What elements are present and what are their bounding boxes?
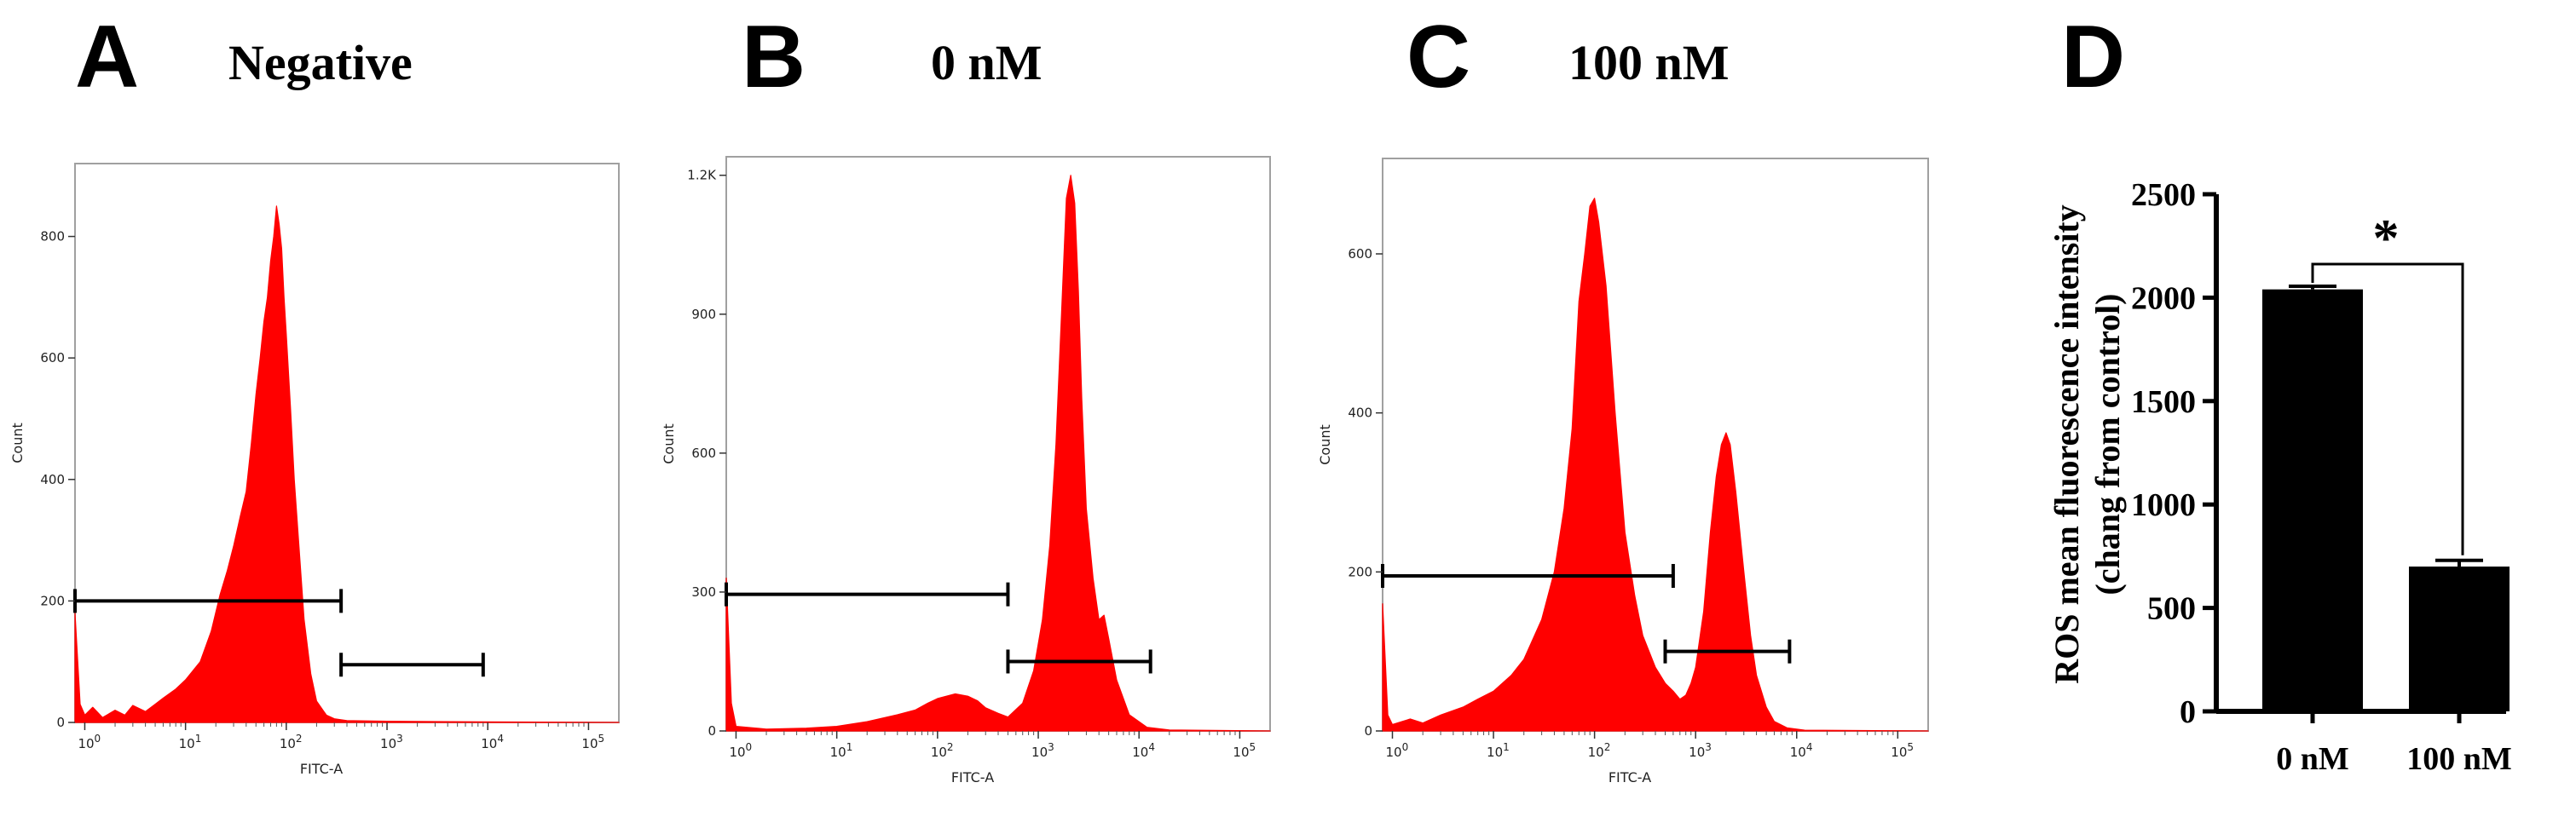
panel-b-plot-frame (725, 156, 1271, 732)
panel-c-plot-frame (1382, 158, 1929, 732)
bar-ytick-label-1: 500 (2147, 591, 2196, 627)
bar-ylabel-line-1: ROS mean fluorescence intensity (2048, 204, 2086, 684)
panel-c-title: 100 nM (1568, 35, 1730, 90)
panel-b-xtick-label-2: 102 (931, 741, 954, 760)
panel-a-ytick-label-4: 800 (40, 229, 65, 245)
panel-b-histogram-area (725, 175, 1271, 732)
panel-c-ytick-label-0: 0 (1364, 723, 1372, 739)
panel-a-gate-2 (339, 653, 485, 677)
panel-a-title: Negative (228, 35, 413, 90)
panel-b-ytick-label-3: 900 (691, 307, 716, 322)
panel-c-ylabel: Count (1317, 424, 1333, 465)
panel-a-plot-frame (74, 163, 620, 723)
panel-a-letter: A (75, 8, 139, 106)
panel-a-xtick-label-0: 100 (78, 733, 101, 751)
panel-a-ytick-label-0: 0 (56, 715, 65, 730)
bar-2 (2409, 567, 2510, 711)
panel-a-ylabel: Count (9, 423, 26, 463)
panel-c-histogram-area (1382, 198, 1929, 732)
panel-c-xtick-label-0: 100 (1385, 741, 1408, 760)
panel-b-ylabel: Count (661, 423, 677, 464)
panel-c-letter: C (1406, 8, 1470, 106)
panel-b-ytick-label-4: 1.2K (687, 168, 717, 183)
panel-c-xtick-label-4: 104 (1790, 741, 1813, 760)
bar-significance-marker: * (2373, 210, 2400, 268)
panel-a-ytick-label-3: 600 (40, 350, 65, 365)
panel-b-xtick-label-5: 105 (1233, 741, 1256, 760)
panel-c-xtick-label-5: 105 (1891, 741, 1914, 760)
panel-b-xtick-label-4: 104 (1132, 741, 1155, 760)
panel-a-ytick-label-2: 400 (40, 472, 65, 487)
panel-a-histogram-area (74, 205, 620, 723)
bar-ytick-label-5: 2500 (2131, 177, 2196, 213)
panel-a-histogram-chart: 0 200 400 600 800 100 101 102 103 104 105 FITC-A Cou… (9, 163, 620, 777)
panel-c-xtick-label-1: 101 (1487, 741, 1510, 760)
panel-c-ytick-label-1: 200 (1348, 564, 1372, 579)
panel-a-ytick-label-1: 200 (40, 593, 65, 608)
panel-b-ytick-label-1: 300 (691, 584, 716, 600)
panel-d-bar-chart: 0 500 1000 1500 2000 2500 0 nM 100 nM * ROS mean … (2048, 177, 2512, 777)
panel-c-xlabel: FITC-A (1609, 769, 1651, 785)
bar-ytick-label-3: 1500 (2131, 384, 2196, 420)
bar-significance-bracket (2311, 262, 2464, 555)
panel-a-xtick-label-4: 104 (481, 733, 504, 751)
panel-b-letter: B (742, 8, 806, 106)
panel-c-ytick-label-2: 400 (1348, 406, 1372, 421)
panel-b-xtick-label-1: 101 (830, 741, 853, 760)
panel-a-xtick-label-1: 101 (179, 733, 202, 751)
panel-b-title: 0 nM (931, 35, 1043, 90)
panel-a-xtick-label-2: 102 (280, 733, 303, 751)
panel-b-xlabel: FITC-A (951, 769, 994, 785)
bar-ytick-label-2: 1000 (2131, 487, 2196, 523)
panel-a-xlabel: FITC-A (300, 761, 343, 777)
panel-b-xtick-label-0: 100 (729, 741, 752, 760)
panel-c-xtick-label-2: 102 (1588, 741, 1611, 760)
bar-ylabel: ROS mean fluorescence intensity(chang fr… (2048, 204, 2127, 684)
panel-b-gate-1 (725, 582, 1010, 607)
panel-a-xtick-label-5: 105 (581, 733, 604, 751)
panel-b-ytick-label-0: 0 (708, 723, 716, 739)
bar-1 (2262, 289, 2363, 711)
panel-c-xtick-label-3: 103 (1689, 741, 1712, 760)
bar-xtick-label-1: 100 nM (2406, 741, 2512, 777)
bar-ylabel-line-2: (chang from control) (2088, 293, 2127, 595)
panel-d-letter: D (2061, 8, 2125, 106)
panel-b-ytick-label-2: 600 (691, 446, 716, 461)
panel-c-gate-1 (1381, 564, 1675, 588)
panel-c-histogram-chart: 0 200 400 600 100 101 102 103 104 105 FITC-A Count (1317, 158, 1929, 785)
panel-c-gate-2 (1663, 639, 1792, 664)
bar-ytick-label-4: 2000 (2131, 280, 2196, 316)
panel-b-xtick-label-3: 103 (1031, 741, 1054, 760)
panel-b-gate-2 (1006, 649, 1152, 674)
bar-ytick-label-0: 0 (2180, 694, 2196, 730)
bar-xtick-label-0: 0 nM (2276, 741, 2349, 777)
panel-a-xtick-label-3: 103 (380, 733, 403, 751)
panel-c-ytick-label-3: 600 (1348, 246, 1372, 262)
panel-b-histogram-chart: 0 300 600 900 1.2K 100 101 102 103 104 105 FITC-A Co… (661, 156, 1271, 785)
